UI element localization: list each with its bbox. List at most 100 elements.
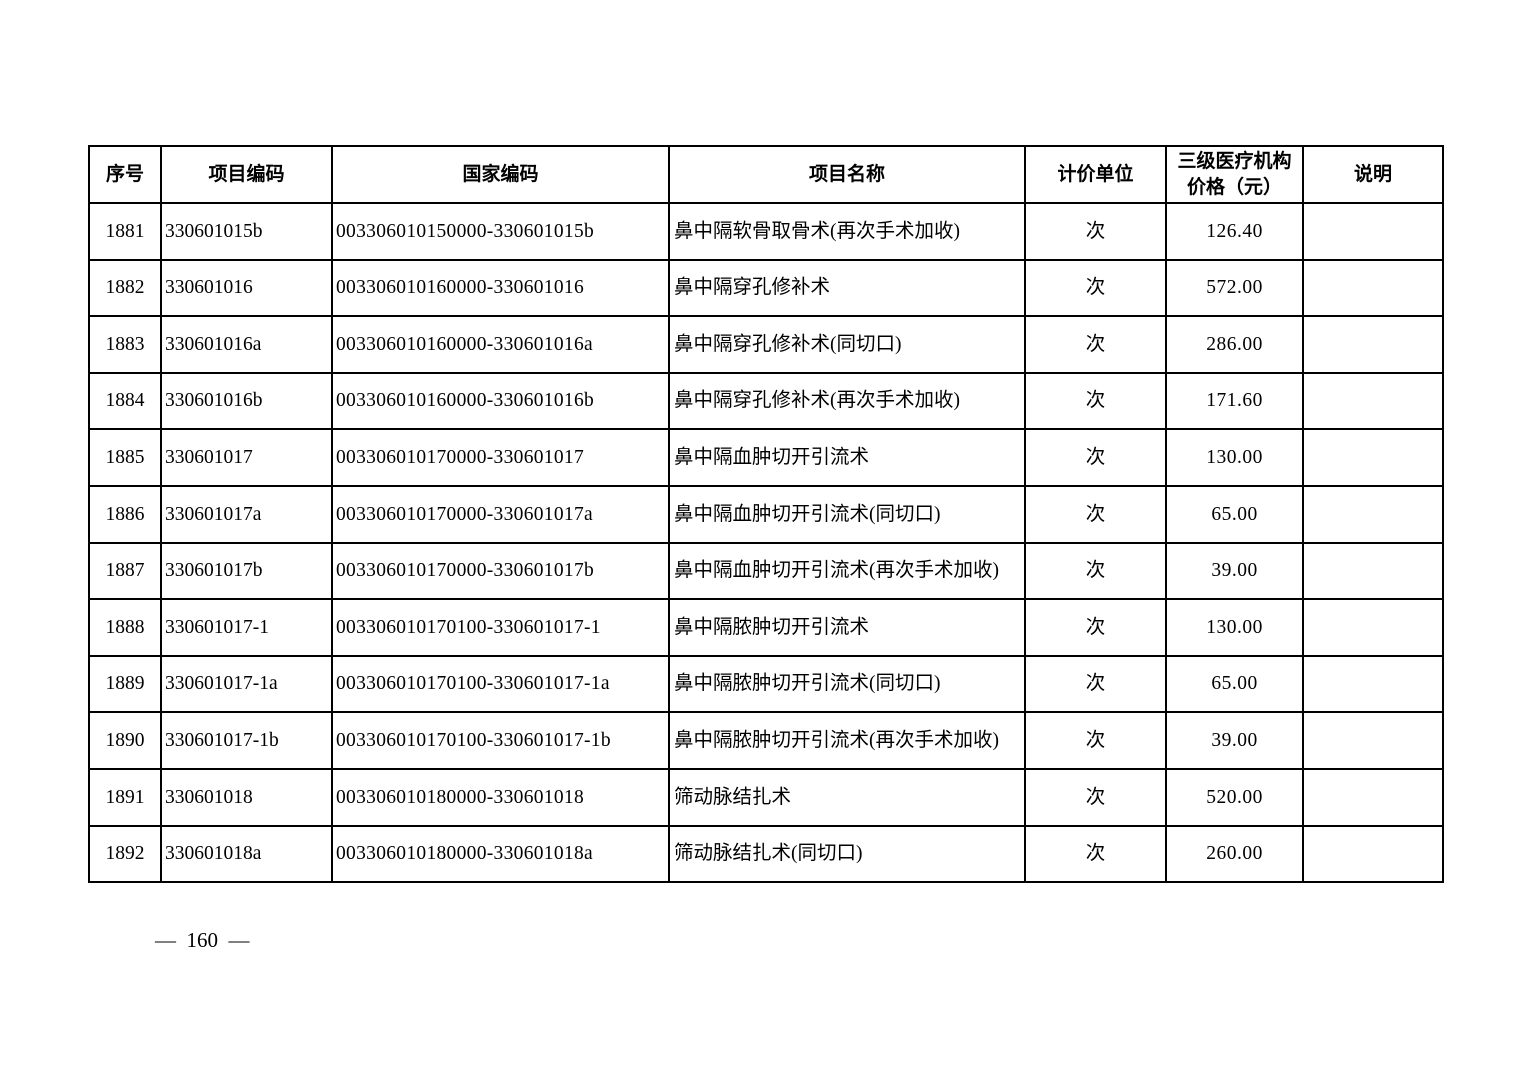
cell-national-code: 003306010180000-330601018 (331, 767, 670, 827)
cell-price: 130.00 (1165, 428, 1304, 487)
cell-note (1302, 824, 1444, 884)
cell-note (1302, 598, 1444, 657)
cell-national-code: 003306010170100-330601017-1a (331, 654, 670, 714)
cell-project-name: 鼻中隔穿孔修补术 (668, 258, 1026, 318)
table-row: 1889 330601017-1a 003306010170100-33060101… (88, 654, 1444, 714)
cell-note (1302, 371, 1444, 431)
header-price-tier3: 三级医疗机构 价格（元） (1165, 145, 1304, 204)
cell-note (1302, 541, 1444, 601)
cell-seq: 1882 (88, 258, 162, 318)
cell-note (1302, 258, 1444, 318)
table-row: 1888 330601017-1 003306010170100-330601017… (88, 598, 1444, 657)
cell-project-name: 鼻中隔穿孔修补术(再次手术加收) (668, 371, 1026, 431)
cell-unit: 次 (1024, 767, 1167, 827)
cell-national-code: 003306010160000-330601016 (331, 258, 670, 318)
cell-national-code: 003306010180000-330601018a (331, 824, 670, 884)
cell-price: 572.00 (1165, 258, 1304, 318)
cell-unit: 次 (1024, 371, 1167, 431)
cell-price: 286.00 (1165, 315, 1304, 374)
table-row: 1884 330601016b 003306010160000-330601016b… (88, 371, 1444, 431)
cell-project-name: 鼻中隔血肿切开引流术(再次手术加收) (668, 541, 1026, 601)
cell-national-code: 003306010170100-330601017-1b (331, 711, 670, 770)
cell-price: 260.00 (1165, 824, 1304, 884)
cell-unit: 次 (1024, 428, 1167, 487)
cell-project-name: 鼻中隔脓肿切开引流术(同切口) (668, 654, 1026, 714)
cell-national-code: 003306010170100-330601017-1 (331, 598, 670, 657)
cell-project-code: 330601015b (160, 202, 333, 261)
cell-national-code: 003306010160000-330601016a (331, 315, 670, 374)
cell-project-name: 鼻中隔血肿切开引流术 (668, 428, 1026, 487)
cell-unit: 次 (1024, 598, 1167, 657)
cell-price: 126.40 (1165, 202, 1304, 261)
cell-seq: 1887 (88, 541, 162, 601)
cell-seq: 1889 (88, 654, 162, 714)
cell-project-code: 330601018 (160, 767, 333, 827)
cell-project-name: 鼻中隔脓肿切开引流术(再次手术加收) (668, 711, 1026, 770)
cell-seq: 1888 (88, 598, 162, 657)
cell-national-code: 003306010150000-330601015b (331, 202, 670, 261)
cell-unit: 次 (1024, 824, 1167, 884)
cell-project-code: 330601017-1b (160, 711, 333, 770)
cell-project-name: 鼻中隔软骨取骨术(再次手术加收) (668, 202, 1026, 261)
cell-price: 520.00 (1165, 767, 1304, 827)
cell-note (1302, 202, 1444, 261)
cell-national-code: 003306010170000-330601017a (331, 484, 670, 544)
cell-note (1302, 428, 1444, 487)
cell-seq: 1886 (88, 484, 162, 544)
header-seq: 序号 (88, 145, 162, 204)
cell-seq: 1881 (88, 202, 162, 261)
table-row: 1885 330601017 003306010170000-330601017 鼻中… (88, 428, 1444, 487)
cell-note (1302, 315, 1444, 374)
cell-project-name: 鼻中隔穿孔修补术(同切口) (668, 315, 1026, 374)
cell-unit: 次 (1024, 315, 1167, 374)
header-unit: 计价单位 (1024, 145, 1167, 204)
cell-project-name: 鼻中隔脓肿切开引流术 (668, 598, 1026, 657)
cell-note (1302, 711, 1444, 770)
cell-project-code: 330601018a (160, 824, 333, 884)
cell-seq: 1890 (88, 711, 162, 770)
cell-price: 39.00 (1165, 541, 1304, 601)
table-row: 1882 330601016 003306010160000-330601016 鼻中… (88, 258, 1444, 318)
cell-national-code: 003306010170000-330601017b (331, 541, 670, 601)
cell-note (1302, 767, 1444, 827)
cell-project-code: 330601017 (160, 428, 333, 487)
cell-national-code: 003306010170000-330601017 (331, 428, 670, 487)
cell-seq: 1891 (88, 767, 162, 827)
header-project-name: 项目名称 (668, 145, 1026, 204)
header-note: 说明 (1302, 145, 1444, 204)
cell-price: 65.00 (1165, 654, 1304, 714)
cell-price: 130.00 (1165, 598, 1304, 657)
medical-price-table: 序号 项目编码 国家编码 项目名称 计价单位 三级医疗机构 价格（元） 说明 1… (88, 145, 1444, 884)
cell-unit: 次 (1024, 711, 1167, 770)
table-header-row: 序号 项目编码 国家编码 项目名称 计价单位 三级医疗机构 价格（元） 说明 (88, 145, 1444, 204)
cell-unit: 次 (1024, 541, 1167, 601)
cell-project-code: 330601016 (160, 258, 333, 318)
cell-unit: 次 (1024, 654, 1167, 714)
cell-seq: 1883 (88, 315, 162, 374)
cell-project-name: 筛动脉结扎术(同切口) (668, 824, 1026, 884)
table-body: 1881 330601015b 003306010150000-330601015b… (88, 202, 1444, 884)
table-row: 1892 330601018a 003306010180000-330601018a… (88, 824, 1444, 884)
cell-price: 65.00 (1165, 484, 1304, 544)
cell-project-code: 330601017a (160, 484, 333, 544)
cell-project-code: 330601017-1 (160, 598, 333, 657)
cell-seq: 1885 (88, 428, 162, 487)
cell-unit: 次 (1024, 484, 1167, 544)
cell-national-code: 003306010160000-330601016b (331, 371, 670, 431)
table-row: 1881 330601015b 003306010150000-330601015b… (88, 202, 1444, 261)
cell-project-name: 鼻中隔血肿切开引流术(同切口) (668, 484, 1026, 544)
page-number: — 160 — (155, 928, 250, 952)
table-row: 1890 330601017-1b 003306010170100-33060101… (88, 711, 1444, 770)
cell-project-code: 330601017-1a (160, 654, 333, 714)
table-row: 1886 330601017a 003306010170000-330601017a… (88, 484, 1444, 544)
cell-project-code: 330601017b (160, 541, 333, 601)
table-row: 1891 330601018 003306010180000-330601018 筛动… (88, 767, 1444, 827)
header-national-code: 国家编码 (331, 145, 670, 204)
cell-note (1302, 484, 1444, 544)
cell-unit: 次 (1024, 258, 1167, 318)
cell-unit: 次 (1024, 202, 1167, 261)
cell-project-code: 330601016a (160, 315, 333, 374)
cell-price: 39.00 (1165, 711, 1304, 770)
table-row: 1883 330601016a 003306010160000-330601016a… (88, 315, 1444, 374)
